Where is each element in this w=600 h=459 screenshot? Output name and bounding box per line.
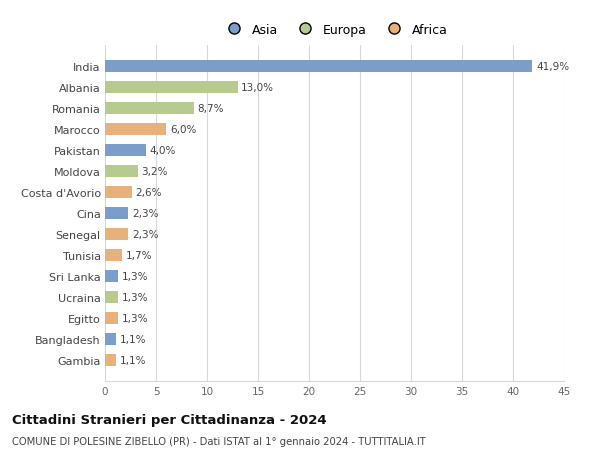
Bar xyxy=(105,354,116,366)
Bar xyxy=(105,207,128,219)
Text: 13,0%: 13,0% xyxy=(241,83,274,93)
Text: 1,3%: 1,3% xyxy=(122,271,148,281)
Bar xyxy=(105,82,238,94)
Bar xyxy=(105,270,118,282)
Text: 1,7%: 1,7% xyxy=(126,250,152,260)
Bar xyxy=(105,166,137,177)
Legend: Asia, Europa, Africa: Asia, Europa, Africa xyxy=(217,19,452,42)
Bar xyxy=(105,333,116,345)
Text: 2,3%: 2,3% xyxy=(132,230,158,239)
Text: 6,0%: 6,0% xyxy=(170,125,196,134)
Text: COMUNE DI POLESINE ZIBELLO (PR) - Dati ISTAT al 1° gennaio 2024 - TUTTITALIA.IT: COMUNE DI POLESINE ZIBELLO (PR) - Dati I… xyxy=(12,436,426,446)
Text: 1,1%: 1,1% xyxy=(120,334,146,344)
Bar xyxy=(105,61,532,73)
Text: 1,1%: 1,1% xyxy=(120,355,146,365)
Bar xyxy=(105,187,131,198)
Bar xyxy=(105,291,118,303)
Text: 1,3%: 1,3% xyxy=(122,313,148,323)
Text: 1,3%: 1,3% xyxy=(122,292,148,302)
Bar xyxy=(105,313,118,324)
Text: 2,3%: 2,3% xyxy=(132,208,158,218)
Text: 4,0%: 4,0% xyxy=(149,146,176,156)
Bar xyxy=(105,124,166,135)
Bar xyxy=(105,145,146,157)
Text: 3,2%: 3,2% xyxy=(141,167,168,177)
Text: 2,6%: 2,6% xyxy=(135,188,161,197)
Bar xyxy=(105,250,122,261)
Bar xyxy=(105,229,128,240)
Text: 8,7%: 8,7% xyxy=(197,104,224,114)
Text: Cittadini Stranieri per Cittadinanza - 2024: Cittadini Stranieri per Cittadinanza - 2… xyxy=(12,413,326,426)
Bar xyxy=(105,103,194,114)
Text: 41,9%: 41,9% xyxy=(536,62,569,72)
